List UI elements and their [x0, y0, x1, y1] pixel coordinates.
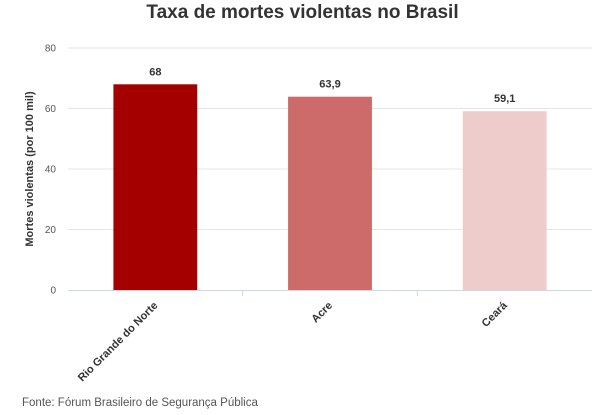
data-label: 63,9 — [319, 79, 340, 91]
y-axis-ticks: 0 20 40 60 80 — [45, 44, 57, 297]
bar — [113, 84, 198, 290]
data-label: 59,1 — [494, 93, 515, 105]
x-tick-label: Rio Grande do Norte — [76, 300, 161, 385]
x-axis-ticks: Rio Grande do Norte Acre Ceará — [76, 290, 511, 385]
bars: 68 63,9 59,1 — [113, 66, 547, 290]
source-note: Fonte: Fórum Brasileiro de Segurança Púb… — [22, 397, 258, 409]
y-tick-label: 0 — [50, 286, 56, 297]
chart-title: Taxa de mortes violentas no Brasil — [146, 2, 459, 23]
bar — [288, 96, 372, 290]
y-tick-label: 80 — [45, 44, 57, 55]
y-tick-label: 60 — [45, 104, 57, 115]
y-tick-label: 40 — [45, 165, 57, 176]
data-label: 68 — [149, 66, 161, 78]
x-tick-label: Acre — [309, 300, 335, 326]
x-tick-label: Ceará — [480, 299, 511, 330]
bar — [462, 111, 547, 290]
y-tick-label: 20 — [45, 225, 57, 236]
y-axis-title: Mortes violentas (por 100 mil) — [24, 91, 36, 247]
